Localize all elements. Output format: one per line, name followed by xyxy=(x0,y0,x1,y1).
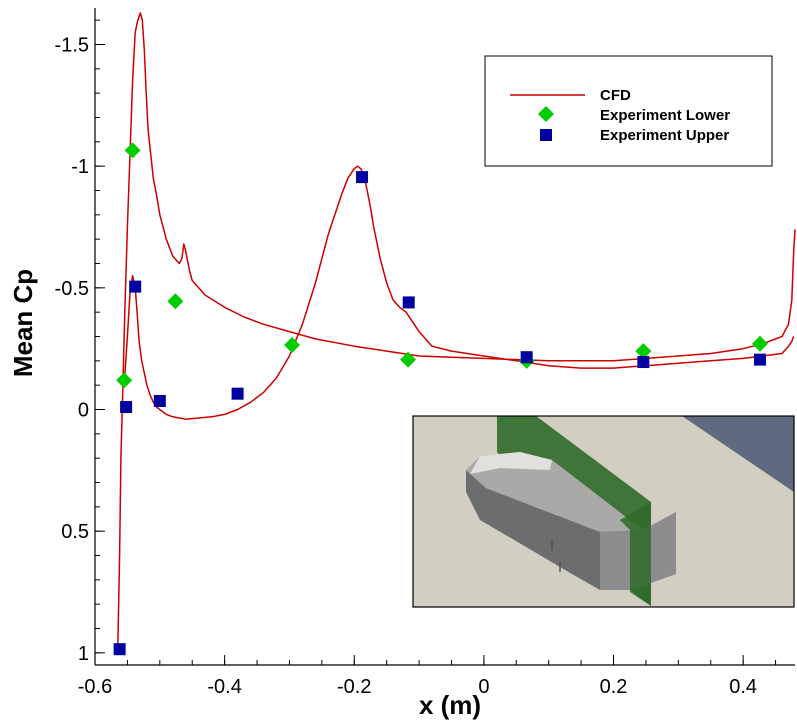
inset-body-nose xyxy=(470,452,552,474)
experiment-upper-point xyxy=(520,351,533,364)
legend-label-experiment-upper: Experiment Upper xyxy=(600,127,729,144)
legend-box xyxy=(484,55,773,167)
inset-border xyxy=(412,415,795,608)
y-tick-label: 1 xyxy=(78,643,89,665)
x-tick-label: -0.4 xyxy=(207,676,241,698)
x-tick-label: -0.6 xyxy=(78,676,112,698)
experiment-lower-point xyxy=(400,351,417,368)
y-tick-label: -1 xyxy=(71,156,89,178)
x-axis-label: x (m) xyxy=(419,690,481,720)
experiment-upper-point xyxy=(113,643,126,656)
inset-body-top xyxy=(466,452,643,532)
y-axis-label: Mean Cp xyxy=(8,269,38,377)
cfd-curve-upper xyxy=(123,165,795,420)
experiment-upper-point xyxy=(356,171,369,184)
inset-plane-front xyxy=(620,502,651,606)
y-tick-label: 0 xyxy=(78,400,89,422)
series-layer xyxy=(113,12,796,656)
x-tick-label: -0.2 xyxy=(337,676,371,698)
experiment-lower-point xyxy=(752,335,768,352)
experiment-upper-point xyxy=(754,353,766,366)
experiment-lower-point xyxy=(167,293,184,310)
axes-layer: -0.6 -0.4 -0.2 0 0.2 0.4 -1.5 -1 -0.5 0 0.5 1 xyxy=(55,19,777,698)
x-tick-label: 0.4 xyxy=(729,676,757,698)
legend-label-cfd: CFD xyxy=(600,87,631,104)
experiment-upper-point xyxy=(402,296,415,309)
legend-lower-marker xyxy=(538,106,554,122)
inset-body-side xyxy=(466,470,600,590)
experiment-upper-point xyxy=(129,280,142,293)
y-tick-label: -0.5 xyxy=(55,278,89,300)
experiment-lower-point xyxy=(284,337,301,354)
x-tick-label: 0.2 xyxy=(600,676,628,698)
inset-3d-render xyxy=(412,415,795,608)
legend-upper-marker xyxy=(540,129,552,141)
experiment-lower-point xyxy=(124,142,141,159)
experiment-upper-point xyxy=(120,401,133,414)
x-tick-label: 0 xyxy=(478,676,489,698)
y-tick-label: 0.5 xyxy=(61,521,89,543)
inset-background-plane xyxy=(682,416,794,492)
experiment-upper-point xyxy=(153,394,166,407)
y-tick-label: -1.5 xyxy=(55,35,89,57)
legend-label-experiment-lower: Experiment Lower xyxy=(600,107,730,124)
experiment-upper-point xyxy=(637,356,650,369)
experiment-lower-point xyxy=(116,372,133,389)
experiment-upper-point xyxy=(231,387,244,400)
cfd-curve-lower xyxy=(116,12,796,653)
experiment-lower-point xyxy=(635,343,652,360)
legend: CFD Experiment Lower Experiment Upper xyxy=(484,55,773,167)
